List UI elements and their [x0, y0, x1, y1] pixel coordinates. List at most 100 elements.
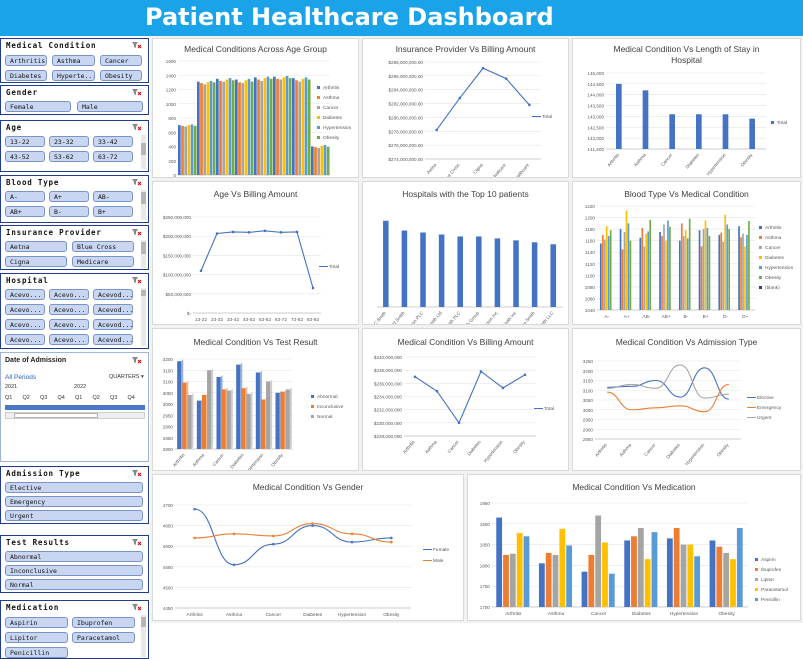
- slicer-item[interactable]: Acevo...: [49, 304, 89, 315]
- slicer-item[interactable]: Normal: [5, 579, 143, 590]
- slicer-item[interactable]: 63-72: [93, 151, 133, 162]
- data-point: [272, 534, 275, 538]
- slicer-item[interactable]: Female: [5, 101, 71, 112]
- slicer-item[interactable]: Abnormal: [5, 551, 143, 562]
- scrollbar[interactable]: [141, 190, 146, 220]
- slicer-item[interactable]: AB+: [5, 206, 45, 217]
- x-tick-label: Cancer: [446, 439, 460, 454]
- clear-filter-icon[interactable]: [132, 538, 142, 546]
- x-tick-label: AB+: [662, 314, 671, 320]
- slicer-title: Medication: [6, 603, 60, 612]
- bar: [184, 126, 188, 175]
- slicer-item[interactable]: Medicare: [72, 256, 134, 267]
- slicer-item[interactable]: Acevod...: [93, 304, 133, 315]
- timeline-granularity-dropdown[interactable]: QUARTERS ▾: [109, 374, 144, 380]
- clear-filter-icon[interactable]: [132, 178, 142, 186]
- slicer-item[interactable]: Acevo...: [49, 334, 89, 345]
- slicer-item[interactable]: Acevo...: [5, 319, 45, 330]
- clear-filter-icon[interactable]: [132, 356, 142, 364]
- timeline-quarter[interactable]: Q2: [22, 395, 30, 401]
- slicer-item[interactable]: Acevod...: [93, 334, 133, 345]
- clear-filter-icon[interactable]: [132, 123, 142, 131]
- timeline-quarter[interactable]: Q4: [127, 395, 135, 401]
- slicer-item[interactable]: Elective: [5, 482, 143, 493]
- slicer-item[interactable]: Acevo...: [5, 304, 45, 315]
- legend-swatch: [759, 256, 762, 259]
- series-line: [607, 367, 729, 400]
- clear-filter-icon[interactable]: [132, 41, 142, 49]
- slicer-item[interactable]: A-: [5, 191, 45, 202]
- clear-filter-icon[interactable]: [132, 469, 142, 477]
- y-tick-label: 1200: [585, 216, 596, 221]
- slicer-item[interactable]: Aetna: [5, 241, 67, 252]
- chart-plot: 0200400600800100012001400160013-2223-323…: [166, 59, 352, 177]
- slicer-item[interactable]: Urgent: [5, 510, 143, 521]
- scrollbar[interactable]: [141, 615, 146, 657]
- data-point: [523, 373, 527, 377]
- slicer-item[interactable]: Acevod...: [93, 319, 133, 330]
- timeline-quarter[interactable]: Q4: [57, 395, 65, 401]
- timeline-quarter[interactable]: Q3: [40, 395, 48, 401]
- scrollbar[interactable]: [141, 135, 146, 169]
- x-tick-label: B+: [703, 314, 709, 320]
- scrollbar[interactable]: [141, 240, 146, 268]
- slicer-item[interactable]: Penicillin: [5, 647, 68, 658]
- slicer-item[interactable]: 23-32: [49, 136, 89, 147]
- slicer-item[interactable]: Acevod...: [93, 289, 133, 300]
- slicer-item[interactable]: Hyperte...: [52, 70, 95, 81]
- timeline-selection-bar[interactable]: [5, 405, 145, 410]
- bar: [736, 527, 743, 607]
- x-tick-label: Diabetes: [303, 612, 323, 618]
- slicer-item[interactable]: Male: [77, 101, 143, 112]
- bar: [178, 125, 181, 175]
- slicer-item[interactable]: B-: [49, 206, 89, 217]
- slicer-item[interactable]: Inconclusive: [5, 565, 143, 576]
- timeline-quarter[interactable]: Q3: [110, 395, 118, 401]
- slicer-item[interactable]: 43-52: [5, 151, 45, 162]
- slicer-title: Blood Type: [6, 178, 60, 187]
- timeline-quarter[interactable]: Q1: [75, 395, 83, 401]
- slicer-item[interactable]: Acevo...: [49, 319, 89, 330]
- slicer-item[interactable]: 33-42: [93, 136, 133, 147]
- bar: [288, 78, 292, 175]
- timeline-quarter[interactable]: Q1: [5, 395, 13, 401]
- timeline-scrollbar[interactable]: [5, 412, 145, 419]
- slicer-item[interactable]: Asthma: [52, 55, 95, 66]
- data-point: [479, 370, 483, 373]
- x-tick-label: Hypertension: [483, 439, 505, 463]
- slicer-item[interactable]: Acevo...: [5, 289, 45, 300]
- x-tick-label: Diabetes: [665, 442, 681, 460]
- legend-label: Aspirin: [761, 557, 776, 563]
- scrollbar[interactable]: [141, 288, 146, 346]
- x-tick-label: 53-62: [259, 317, 272, 323]
- bar: [193, 125, 197, 175]
- slicer-item[interactable]: Blue Cross: [72, 241, 134, 252]
- slicer-item[interactable]: A+: [49, 191, 89, 202]
- y-tick-label: 3050: [163, 391, 174, 396]
- slicer-item[interactable]: Cancer: [100, 55, 142, 66]
- bar: [196, 400, 201, 449]
- clear-filter-icon[interactable]: [132, 276, 142, 284]
- slicer-item[interactable]: 53-62: [49, 151, 89, 162]
- slicer-item[interactable]: Cigna: [5, 256, 67, 267]
- clear-filter-icon[interactable]: [132, 88, 142, 96]
- bar-side: [289, 387, 292, 449]
- slicer-item[interactable]: 13-22: [5, 136, 45, 147]
- clear-filter-icon[interactable]: [132, 228, 142, 236]
- timeline-quarter[interactable]: Q2: [92, 395, 100, 401]
- slicer-item[interactable]: Lipitor: [5, 632, 68, 643]
- slicer-item[interactable]: B+: [93, 206, 133, 217]
- legend-swatch: [311, 405, 314, 408]
- slicer-item[interactable]: Paracetamol: [72, 632, 135, 643]
- slicer-item[interactable]: Diabetes: [5, 70, 47, 81]
- slicer-item[interactable]: AB-: [93, 191, 133, 202]
- slicer-item[interactable]: Acevo...: [5, 334, 45, 345]
- slicer-item[interactable]: Emergency: [5, 496, 143, 507]
- bar: [187, 125, 191, 175]
- slicer-item[interactable]: Arthritis: [5, 55, 47, 66]
- slicer-item[interactable]: Obesity: [100, 70, 142, 81]
- clear-filter-icon[interactable]: [132, 603, 142, 611]
- chart-condition-stay: 141,500 142,000 142,500 143,000 143,500 144,0…: [572, 38, 801, 178]
- slicer-item[interactable]: Acevo...: [49, 289, 89, 300]
- legend-swatch: [771, 121, 774, 124]
